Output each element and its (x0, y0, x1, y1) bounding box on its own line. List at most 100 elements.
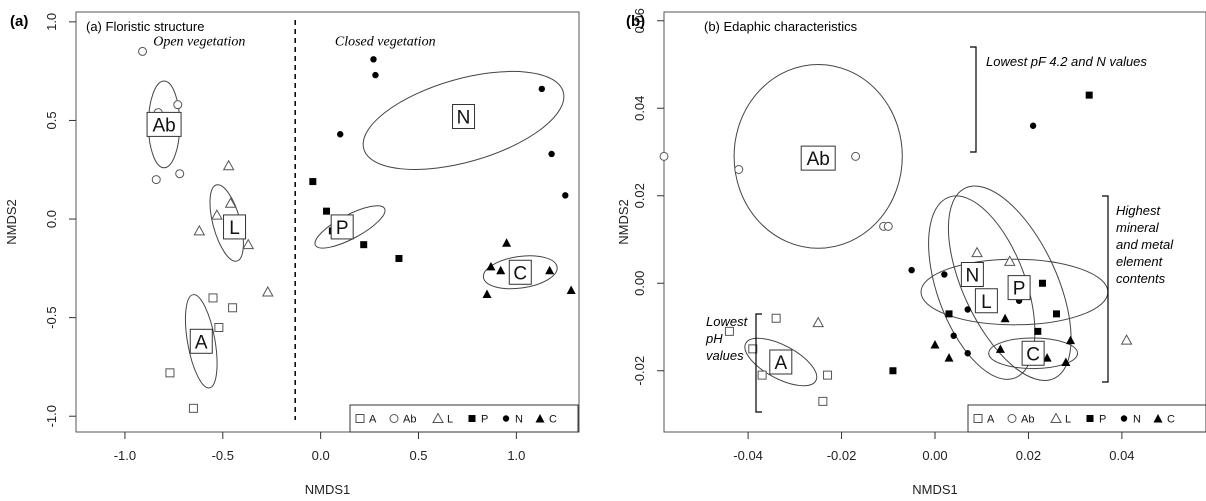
point-l (242, 238, 255, 250)
group-label-a: A (195, 332, 208, 353)
group-label-box-c (508, 259, 532, 285)
legend-marker-l (432, 412, 444, 423)
plot-frame (75, 11, 580, 433)
point-ab (175, 169, 185, 179)
point-n (908, 266, 915, 274)
group-label-box-n (960, 262, 984, 287)
point-a (823, 370, 833, 380)
legend-label-a: A (369, 414, 377, 426)
legend-marker-a (355, 414, 365, 423)
group-label-box-p (330, 214, 354, 240)
point-p (945, 310, 953, 318)
legend-label-c: C (1167, 414, 1175, 426)
group-label-ab: Ab (152, 115, 175, 136)
point-n (950, 332, 957, 339)
confidence-ellipse-c (482, 255, 558, 290)
panel-b-edaphic-characteristics: -0.04 -0.02 0.00 0.02 0.04 -0.02 0.00 0.02 0.04 0… (616, 8, 1206, 497)
point-n (964, 350, 971, 357)
point-a (748, 344, 758, 354)
point-a (228, 303, 238, 313)
panel-title: (a) Floristic structure (86, 19, 204, 34)
panel-letter: (a) (10, 13, 28, 30)
legend-label-ab: Ab (403, 414, 416, 426)
point-ab (173, 100, 183, 110)
annotation-lowest-ph-line: Lowest (706, 314, 749, 329)
point-c (566, 285, 576, 295)
point-ab (734, 165, 744, 174)
x-tick-label: -0.5 (212, 448, 234, 463)
y-tick-label: 0.02 (632, 183, 647, 208)
point-p (309, 178, 317, 186)
point-p (323, 207, 331, 215)
legend-box (349, 404, 579, 433)
group-label-l: L (229, 218, 240, 239)
point-c (496, 265, 506, 275)
group-label-box-a (769, 349, 793, 375)
y-tick-label: -1.0 (44, 405, 59, 427)
annotation-highest-mineral-line: element (1116, 254, 1164, 269)
legend-label-n: N (1133, 414, 1141, 426)
group-label-box-l (974, 288, 998, 314)
point-c (930, 340, 940, 349)
confidence-ellipse-a (184, 294, 218, 389)
point-c (1066, 335, 1075, 345)
point-ab (851, 151, 861, 161)
point-n (562, 192, 569, 199)
x-tick-label: 0.00 (922, 448, 947, 463)
confidence-ellipse-c (988, 337, 1079, 370)
point-n (548, 150, 555, 158)
annotation-lowest-ph-line: pH (705, 331, 723, 346)
point-a (771, 313, 781, 323)
x-tick-label: -0.04 (733, 448, 763, 463)
x-tick-label: 0.0 (312, 448, 330, 463)
legend-marker-ab (1007, 414, 1017, 423)
annotation-lowest-ph-line: values (706, 348, 744, 363)
point-p (889, 367, 897, 375)
legend-marker-l (1050, 412, 1062, 423)
point-l (224, 197, 237, 208)
panel-a-floristic-structure: -1.0 -0.5 0.0 0.5 1.0 -1.0 -0.5 0.0 0.5 1.0 NMDS1 N… (4, 11, 580, 497)
x-tick-label: -1.0 (114, 448, 136, 463)
point-a (208, 293, 218, 303)
point-c (502, 238, 512, 247)
annotation-highest-mineral-line: contents (1116, 271, 1166, 286)
group-label-p: P (1013, 279, 1026, 300)
point-p (1038, 279, 1046, 287)
point-l (971, 246, 983, 258)
point-n (964, 306, 971, 313)
group-label-c: C (513, 263, 527, 284)
y-tick-label: -0.5 (44, 306, 59, 328)
legend-marker-c (1153, 414, 1163, 423)
point-p (1085, 91, 1093, 99)
bracket-lowest-pf (970, 46, 977, 153)
point-p (360, 241, 368, 249)
x-tick-label: 0.02 (1016, 448, 1041, 463)
point-l (1003, 255, 1016, 266)
annotation-highest-mineral-line: and metal (1116, 237, 1174, 252)
point-a (188, 403, 198, 413)
y-tick-label: 0.0 (44, 210, 59, 228)
point-n (337, 131, 344, 138)
legend-marker-c (535, 414, 545, 423)
y-tick-label: 0.5 (44, 111, 59, 129)
group-label-c: C (1026, 344, 1040, 365)
point-p (1052, 310, 1060, 318)
point-ab (151, 175, 161, 185)
point-n (941, 271, 948, 278)
group-label-n: N (966, 266, 980, 287)
legend-label-n: N (515, 414, 523, 426)
bracket-lowest-ph (755, 313, 762, 413)
point-p (1034, 327, 1042, 335)
group-label-box-c (1021, 340, 1045, 366)
group-label-box-n (452, 104, 476, 130)
point-a (757, 370, 767, 380)
y-tick-label: -0.02 (632, 356, 647, 386)
y-tick-label: 0.00 (632, 271, 647, 296)
point-l (222, 159, 235, 171)
group-label-box-ab (146, 111, 182, 137)
legend-label-p: P (481, 414, 488, 426)
point-c (1042, 353, 1052, 362)
x-tick-label: 0.04 (1109, 448, 1134, 463)
point-l (193, 224, 206, 236)
